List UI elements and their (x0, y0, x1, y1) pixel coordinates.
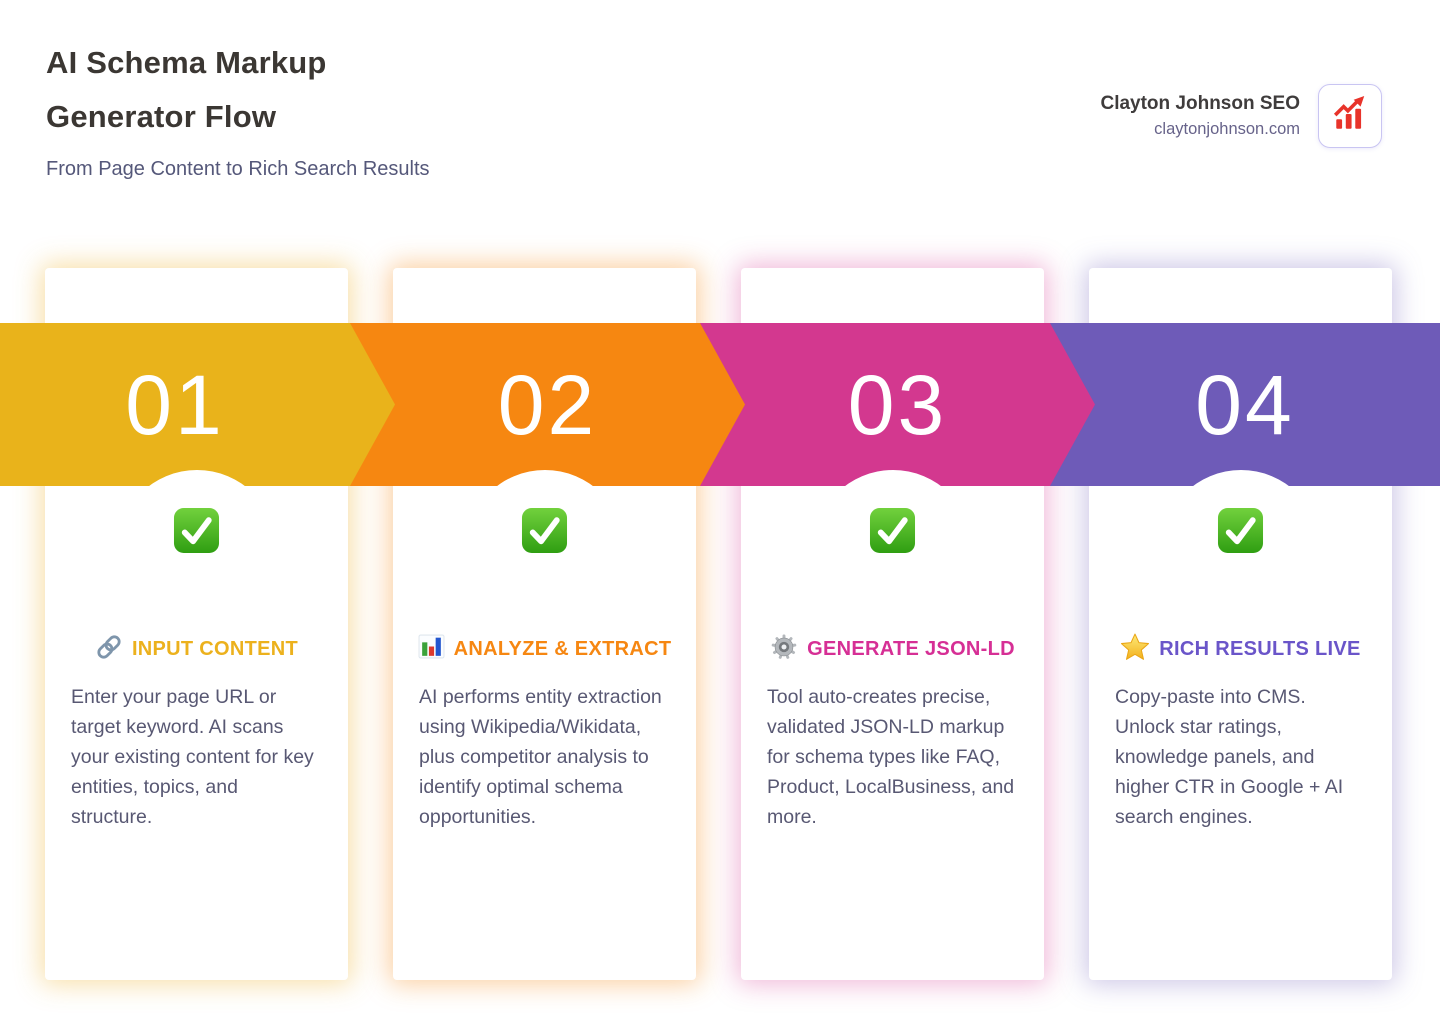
step-title: RICH RESULTS LIVE (1159, 637, 1361, 660)
step-heading-4: RICH RESULTS LIVE (1089, 632, 1392, 666)
step-ribbon: 01 02 03 04 (0, 323, 1440, 486)
step-title: GENERATE JSON-LD (807, 637, 1015, 660)
step-heading-2: ANALYZE & EXTRACT (393, 632, 696, 666)
brand-block: Clayton Johnson SEO claytonjohnson.com (1100, 84, 1382, 148)
gear-icon (770, 633, 798, 666)
check-badge-icon (521, 507, 568, 554)
step-description-1: Enter your page URL or target keyword. A… (71, 686, 314, 828)
check-badge-icon (173, 507, 220, 554)
step-description-2: AI performs entity extraction using Wiki… (419, 686, 662, 828)
page-header: AI Schema Markup Generator Flow From Pag… (46, 36, 430, 181)
page-subtitle: From Page Content to Rich Search Results (46, 158, 430, 180)
step-title: ANALYZE & EXTRACT (453, 637, 672, 660)
page-title: AI Schema Markup Generator Flow (46, 36, 430, 144)
ribbon-segment-4: 04 (1050, 323, 1440, 486)
step-number-4: 04 (1195, 357, 1295, 452)
step-number-2: 02 (497, 357, 598, 452)
star-icon (1120, 633, 1150, 666)
step-description-4: Copy-paste into CMS. Unlock star ratings… (1115, 686, 1344, 828)
step-number-3: 03 (847, 357, 948, 452)
step-description-3: Tool auto-creates precise, validated JSO… (767, 686, 1015, 828)
ribbon-segment-3: 03 (700, 323, 1095, 486)
growth-chart-icon (1331, 95, 1369, 138)
bar-chart-icon (418, 633, 445, 665)
check-badge-icon (869, 507, 916, 554)
brand-name: Clayton Johnson SEO (1100, 93, 1300, 114)
ribbon-segment-1: 01 (0, 323, 395, 486)
step-title: INPUT CONTENT (131, 637, 299, 660)
step-heading-3: GENERATE JSON-LD (741, 632, 1044, 666)
brand-text: Clayton Johnson SEO claytonjohnson.com (1100, 93, 1300, 139)
brand-domain: claytonjohnson.com (1154, 120, 1300, 138)
ribbon-segment-2: 02 (350, 323, 745, 486)
page-title-line1: AI Schema Markup (46, 45, 327, 80)
step-number-1: 01 (125, 357, 225, 452)
link-icon (95, 633, 123, 666)
step-heading-1: INPUT CONTENT (45, 632, 348, 666)
check-badge-icon (1217, 507, 1264, 554)
page-title-line2: Generator Flow (46, 99, 277, 134)
brand-logo (1318, 84, 1382, 148)
